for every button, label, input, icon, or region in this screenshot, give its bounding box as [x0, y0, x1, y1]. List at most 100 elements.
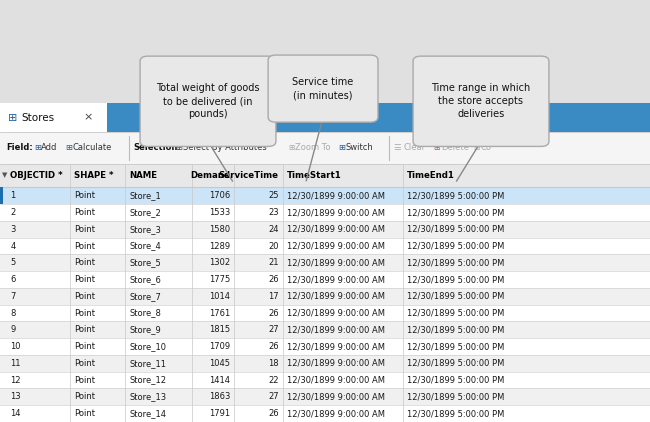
- FancyBboxPatch shape: [0, 187, 3, 204]
- Text: 1815: 1815: [209, 325, 230, 334]
- Text: Time range in which
the store accepts
deliveries: Time range in which the store accepts de…: [432, 83, 530, 119]
- Text: Point: Point: [74, 275, 95, 284]
- Text: ⊞: ⊞: [338, 143, 345, 152]
- Text: Selection:: Selection:: [133, 143, 181, 152]
- Text: 7: 7: [10, 292, 16, 301]
- FancyBboxPatch shape: [0, 288, 650, 305]
- Text: ⊞: ⊞: [34, 143, 41, 152]
- Text: 1533: 1533: [209, 208, 230, 217]
- Text: 6: 6: [10, 275, 16, 284]
- Text: Point: Point: [74, 392, 95, 401]
- Text: Point: Point: [74, 241, 95, 251]
- Text: Zoom To: Zoom To: [295, 143, 331, 152]
- Text: 12/30/1899 5:00:00 PM: 12/30/1899 5:00:00 PM: [407, 376, 504, 384]
- Text: 12/30/1899 9:00:00 AM: 12/30/1899 9:00:00 AM: [287, 275, 385, 284]
- FancyBboxPatch shape: [0, 132, 650, 164]
- Text: 12/30/1899 5:00:00 PM: 12/30/1899 5:00:00 PM: [407, 275, 504, 284]
- Text: 12/30/1899 5:00:00 PM: 12/30/1899 5:00:00 PM: [407, 225, 504, 234]
- Text: Store_9: Store_9: [129, 325, 161, 334]
- FancyBboxPatch shape: [0, 238, 650, 254]
- Text: Store_3: Store_3: [129, 225, 161, 234]
- Text: 12/30/1899 9:00:00 AM: 12/30/1899 9:00:00 AM: [287, 409, 385, 418]
- Text: 2: 2: [10, 208, 16, 217]
- FancyBboxPatch shape: [0, 355, 650, 372]
- FancyBboxPatch shape: [0, 389, 650, 405]
- FancyBboxPatch shape: [0, 305, 650, 322]
- Text: 1045: 1045: [209, 359, 230, 368]
- Text: 1014: 1014: [209, 292, 230, 301]
- Text: Store_11: Store_11: [129, 359, 166, 368]
- Text: Point: Point: [74, 308, 95, 318]
- FancyBboxPatch shape: [0, 187, 650, 204]
- Text: 12/30/1899 9:00:00 AM: 12/30/1899 9:00:00 AM: [287, 376, 385, 384]
- Text: 9: 9: [10, 325, 16, 334]
- Text: 26: 26: [268, 308, 279, 318]
- FancyBboxPatch shape: [0, 338, 650, 355]
- Text: 12/30/1899 5:00:00 PM: 12/30/1899 5:00:00 PM: [407, 191, 504, 200]
- Text: 12/30/1899 9:00:00 AM: 12/30/1899 9:00:00 AM: [287, 208, 385, 217]
- Text: 12/30/1899 9:00:00 AM: 12/30/1899 9:00:00 AM: [287, 308, 385, 318]
- Text: 27: 27: [268, 325, 279, 334]
- FancyBboxPatch shape: [0, 254, 650, 271]
- Text: 11: 11: [10, 359, 21, 368]
- Text: Point: Point: [74, 258, 95, 267]
- Text: 12/30/1899 9:00:00 AM: 12/30/1899 9:00:00 AM: [287, 292, 385, 301]
- Text: 1709: 1709: [209, 342, 230, 351]
- Text: Store_13: Store_13: [129, 392, 166, 401]
- Text: Store_1: Store_1: [129, 191, 161, 200]
- Text: 12: 12: [10, 376, 21, 384]
- Text: Select By Attributes: Select By Attributes: [183, 143, 266, 152]
- Text: 12/30/1899 5:00:00 PM: 12/30/1899 5:00:00 PM: [407, 392, 504, 401]
- Text: TimeEnd1: TimeEnd1: [407, 171, 455, 180]
- Text: Point: Point: [74, 409, 95, 418]
- Text: 23: 23: [268, 208, 279, 217]
- Text: 1791: 1791: [209, 409, 230, 418]
- FancyBboxPatch shape: [0, 322, 650, 338]
- Text: 24: 24: [268, 225, 279, 234]
- Text: OBJECTID *: OBJECTID *: [10, 171, 63, 180]
- Text: 1580: 1580: [209, 225, 230, 234]
- Text: Store_4: Store_4: [129, 241, 161, 251]
- Text: Point: Point: [74, 325, 95, 334]
- Text: Point: Point: [74, 342, 95, 351]
- FancyBboxPatch shape: [140, 56, 276, 146]
- Text: ☰: ☰: [393, 143, 401, 152]
- Text: 12/30/1899 9:00:00 AM: 12/30/1899 9:00:00 AM: [287, 225, 385, 234]
- Text: Point: Point: [74, 292, 95, 301]
- Text: 27: 27: [268, 392, 279, 401]
- Text: Clear: Clear: [404, 143, 426, 152]
- Text: 12/30/1899 9:00:00 AM: 12/30/1899 9:00:00 AM: [287, 191, 385, 200]
- FancyBboxPatch shape: [0, 204, 650, 221]
- Text: Total weight of goods
to be delivered (in
pounds): Total weight of goods to be delivered (i…: [156, 83, 260, 119]
- Text: 14: 14: [10, 409, 21, 418]
- FancyBboxPatch shape: [0, 221, 650, 238]
- Text: Store_5: Store_5: [129, 258, 161, 267]
- Text: Store_10: Store_10: [129, 342, 166, 351]
- Text: Co: Co: [480, 143, 491, 152]
- Text: 1863: 1863: [209, 392, 230, 401]
- Text: 1414: 1414: [209, 376, 230, 384]
- Text: Point: Point: [74, 225, 95, 234]
- Text: 20: 20: [268, 241, 279, 251]
- Text: Calculate: Calculate: [72, 143, 112, 152]
- Text: ⊞: ⊞: [65, 143, 72, 152]
- Text: Field:: Field:: [6, 143, 33, 152]
- Text: Point: Point: [74, 208, 95, 217]
- Text: 12/30/1899 9:00:00 AM: 12/30/1899 9:00:00 AM: [287, 258, 385, 267]
- Text: 4: 4: [10, 241, 16, 251]
- Text: 5: 5: [10, 258, 16, 267]
- Text: 1: 1: [10, 191, 16, 200]
- FancyBboxPatch shape: [268, 55, 378, 122]
- Text: 12/30/1899 9:00:00 AM: 12/30/1899 9:00:00 AM: [287, 359, 385, 368]
- Text: Add: Add: [41, 143, 57, 152]
- FancyBboxPatch shape: [0, 103, 107, 132]
- Text: 21: 21: [268, 258, 279, 267]
- Text: TimeStart1: TimeStart1: [287, 171, 341, 180]
- Text: Store_2: Store_2: [129, 208, 161, 217]
- Text: 12/30/1899 5:00:00 PM: 12/30/1899 5:00:00 PM: [407, 258, 504, 267]
- Text: 18: 18: [268, 359, 279, 368]
- Text: Point: Point: [74, 191, 95, 200]
- FancyBboxPatch shape: [0, 0, 650, 103]
- Text: 10: 10: [10, 342, 21, 351]
- Text: 26: 26: [268, 275, 279, 284]
